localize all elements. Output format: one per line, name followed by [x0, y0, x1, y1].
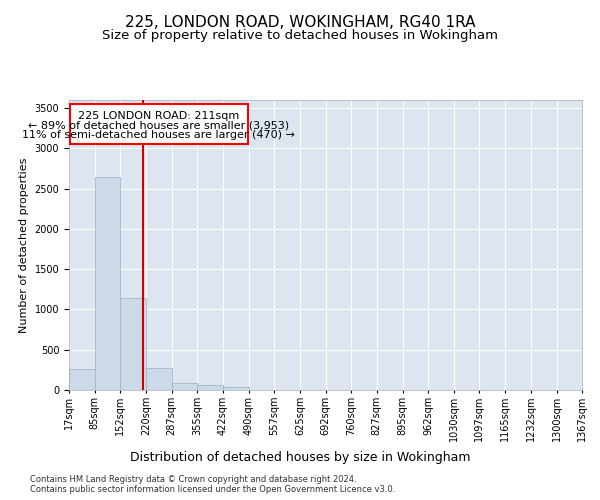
Text: Distribution of detached houses by size in Wokingham: Distribution of detached houses by size … — [130, 451, 470, 464]
Text: 11% of semi-detached houses are larger (470) →: 11% of semi-detached houses are larger (… — [22, 130, 295, 140]
Bar — [172, 383, 197, 390]
Text: 225, LONDON ROAD, WOKINGHAM, RG40 1RA: 225, LONDON ROAD, WOKINGHAM, RG40 1RA — [125, 15, 475, 30]
Bar — [95, 176, 121, 390]
Text: Contains HM Land Registry data © Crown copyright and database right 2024.: Contains HM Land Registry data © Crown c… — [30, 476, 356, 484]
Text: 225 LONDON ROAD: 211sqm: 225 LONDON ROAD: 211sqm — [78, 111, 239, 121]
Bar — [197, 385, 223, 390]
Y-axis label: Number of detached properties: Number of detached properties — [19, 158, 29, 332]
Bar — [69, 368, 95, 390]
Text: Contains public sector information licensed under the Open Government Licence v3: Contains public sector information licen… — [30, 484, 395, 494]
Text: ← 89% of detached houses are smaller (3,953): ← 89% of detached houses are smaller (3,… — [28, 120, 289, 130]
FancyBboxPatch shape — [70, 104, 248, 144]
Bar — [223, 387, 249, 390]
Bar — [120, 298, 146, 390]
Bar — [146, 368, 172, 390]
Text: Size of property relative to detached houses in Wokingham: Size of property relative to detached ho… — [102, 30, 498, 43]
